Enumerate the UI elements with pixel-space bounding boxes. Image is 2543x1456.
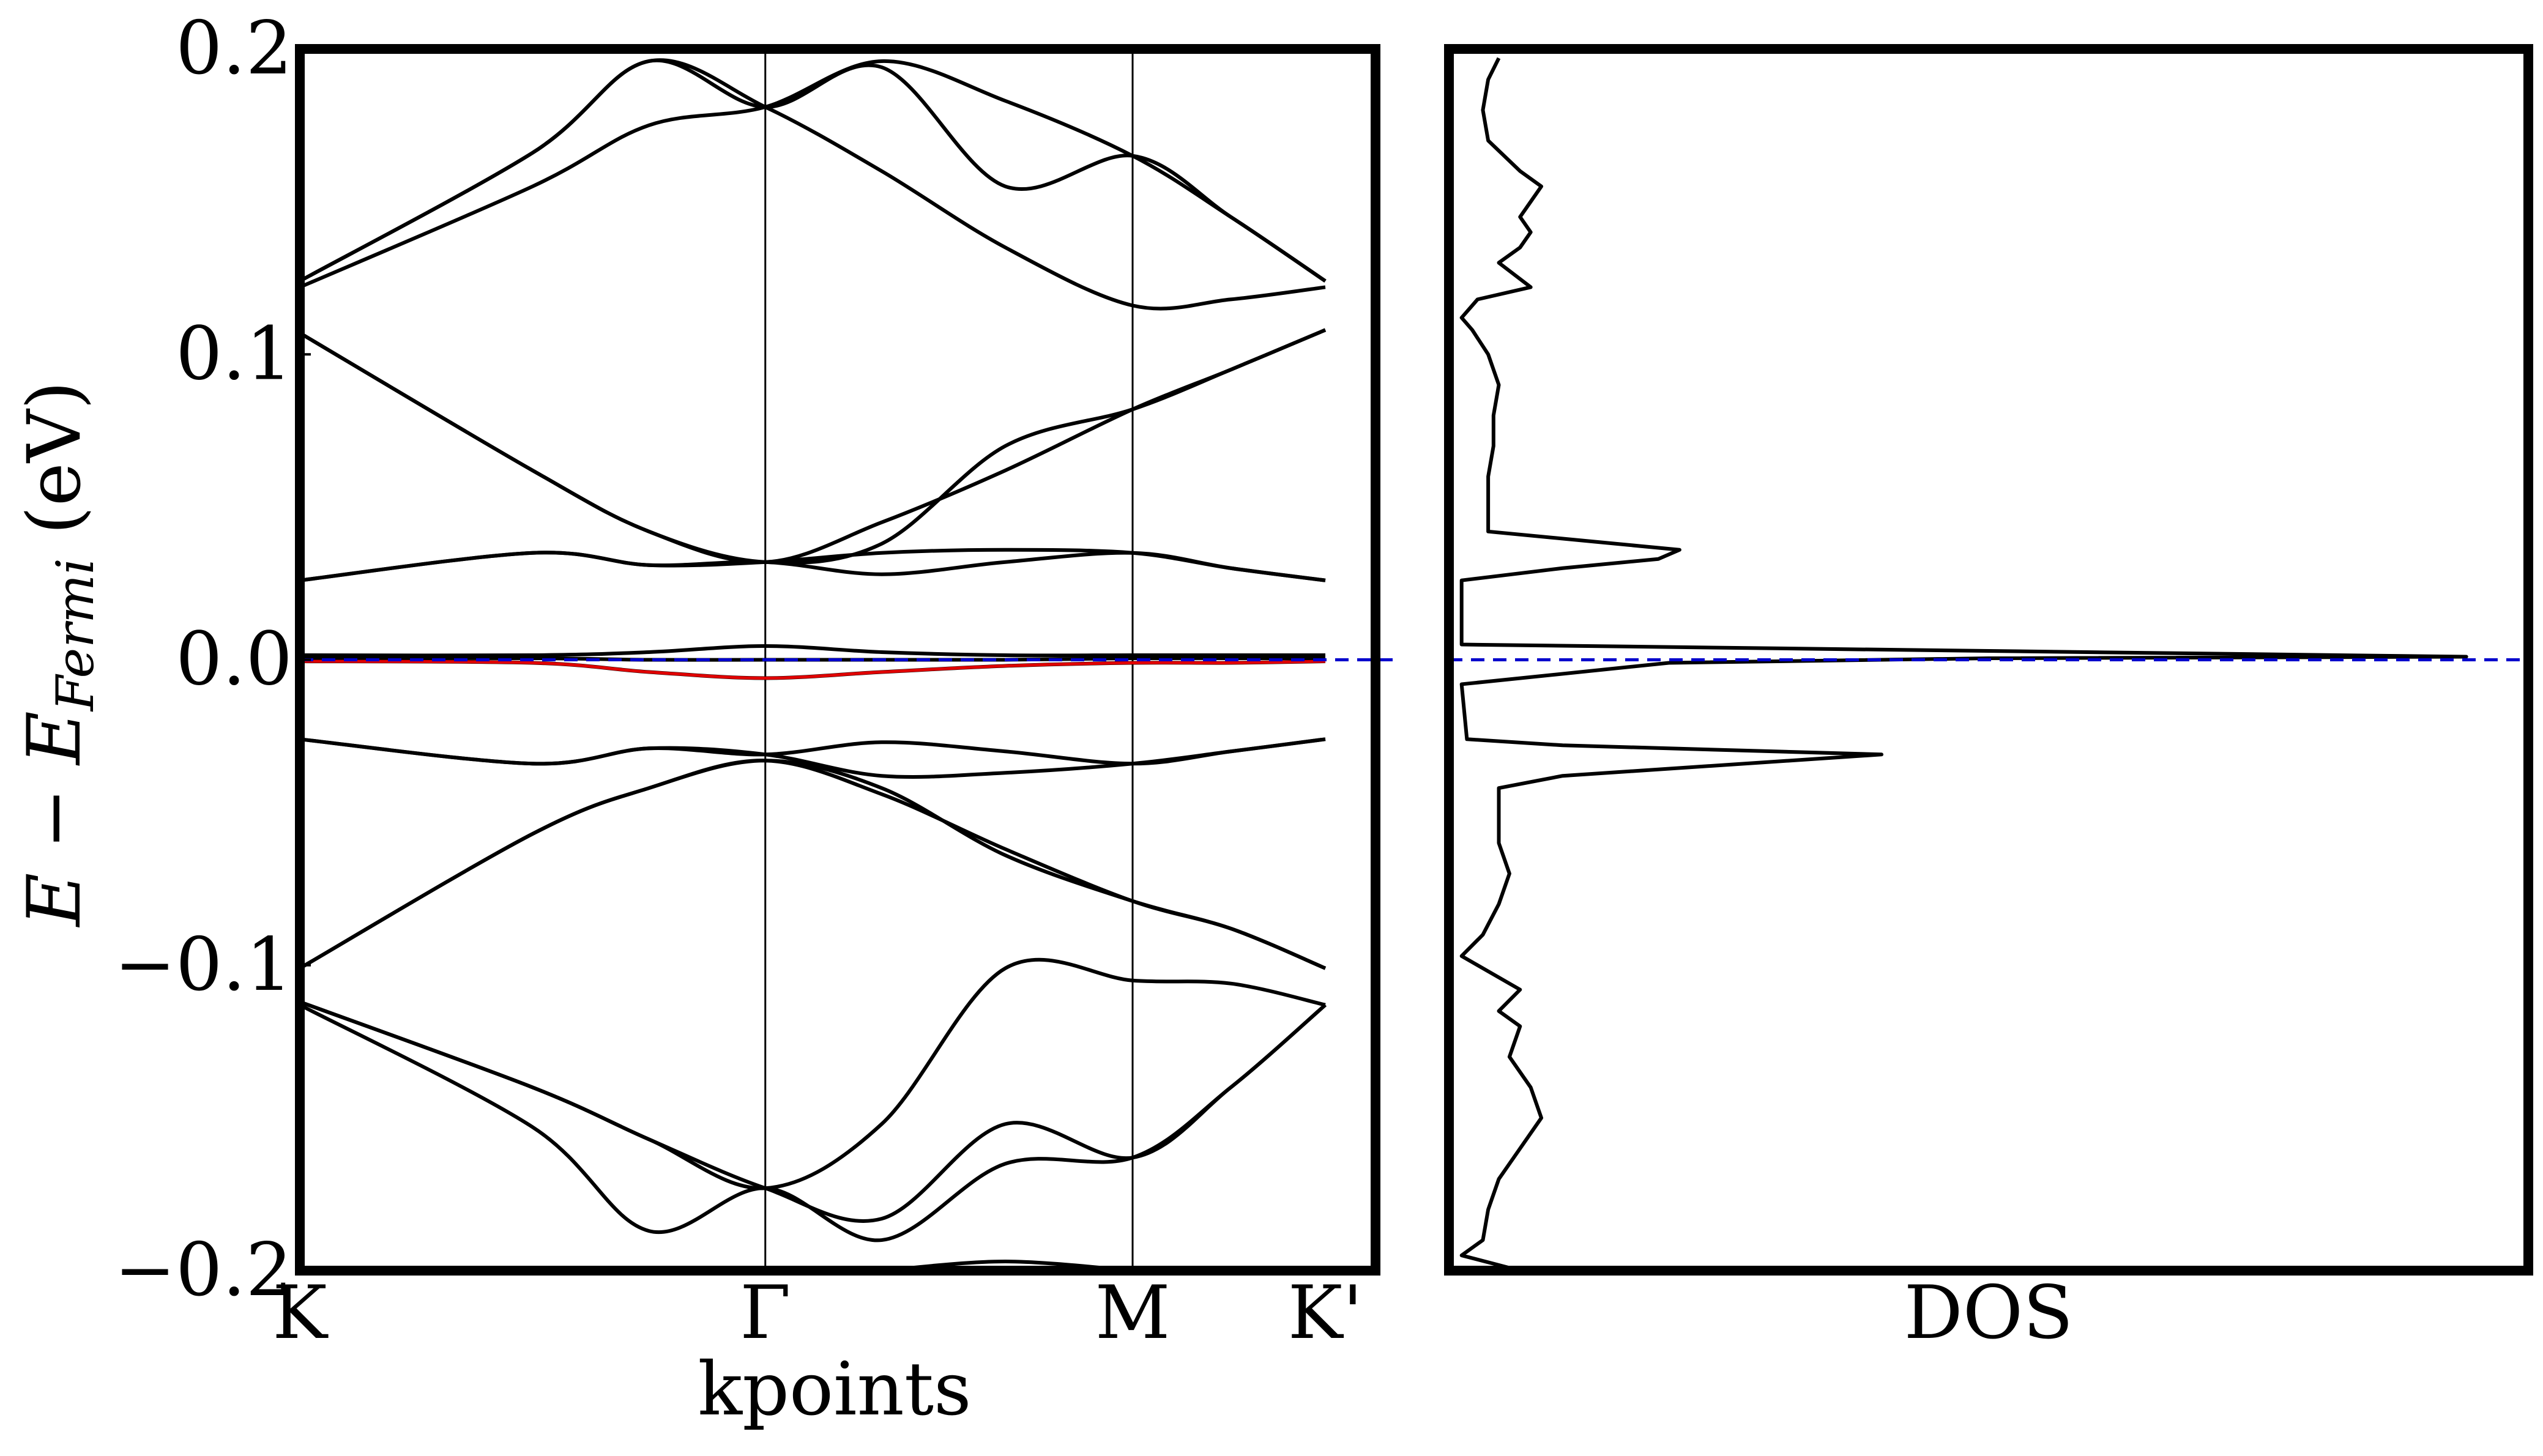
band-14 — [299, 759, 1327, 970]
y-axis-label-unit: (eV) — [12, 381, 97, 558]
x-axis-label: kpoints — [698, 1347, 971, 1432]
y-tick-label-1: −0.1 — [114, 923, 292, 1008]
y-axis-label-e: E — [12, 873, 97, 928]
band-structure-panel: −0.2−0.10.00.10.2 K Γ M K' kpoints E − EFer… — [12, 6, 1394, 1432]
band-15 — [299, 957, 1326, 1190]
band-4 — [299, 328, 1327, 565]
dos-panel: DOS — [1444, 44, 2533, 1356]
band-17 — [299, 1000, 1327, 1223]
y-axis-label-subscript: Fermi — [45, 558, 105, 712]
band-6 — [299, 551, 1326, 582]
x-tick-label-2: M — [1095, 1271, 1171, 1356]
y-axis-ticks: −0.2 −0.1 0.0 0.1 0.2 — [114, 6, 311, 1313]
y-tick-label-0: −0.2 — [114, 1228, 292, 1313]
dos-plot-frame — [1444, 44, 2533, 1276]
y-axis-label-e2: E — [12, 711, 97, 766]
y-tick-label-4: 0.2 — [176, 6, 292, 91]
band-lines — [299, 58, 1327, 1272]
band-2 — [299, 58, 1327, 283]
band-5 — [299, 548, 1326, 582]
y-tick-label-2: 0.0 — [176, 617, 292, 702]
band-13 — [299, 759, 1327, 970]
band-3 — [299, 328, 1327, 564]
band-16 — [299, 1003, 1327, 1242]
x-tick-label-0: K — [272, 1271, 329, 1356]
x-tick-label-3: K' — [1288, 1271, 1363, 1356]
dos-x-axis-label: DOS — [1904, 1271, 2074, 1356]
y-axis-label: E − EFermi (eV) — [12, 381, 105, 928]
band-7 — [299, 644, 1325, 658]
y-axis-label-minus: − — [12, 765, 97, 873]
dos-curve — [1459, 57, 2468, 1272]
band-1 — [299, 58, 1326, 311]
band-0 — [299, 59, 1327, 289]
x-tick-label-1: Γ — [740, 1271, 791, 1356]
y-tick-label-3: 0.1 — [176, 311, 292, 396]
x-axis-ticks: K Γ M K' — [272, 1271, 1363, 1356]
band-12 — [299, 737, 1326, 779]
band-10 — [299, 659, 1326, 680]
